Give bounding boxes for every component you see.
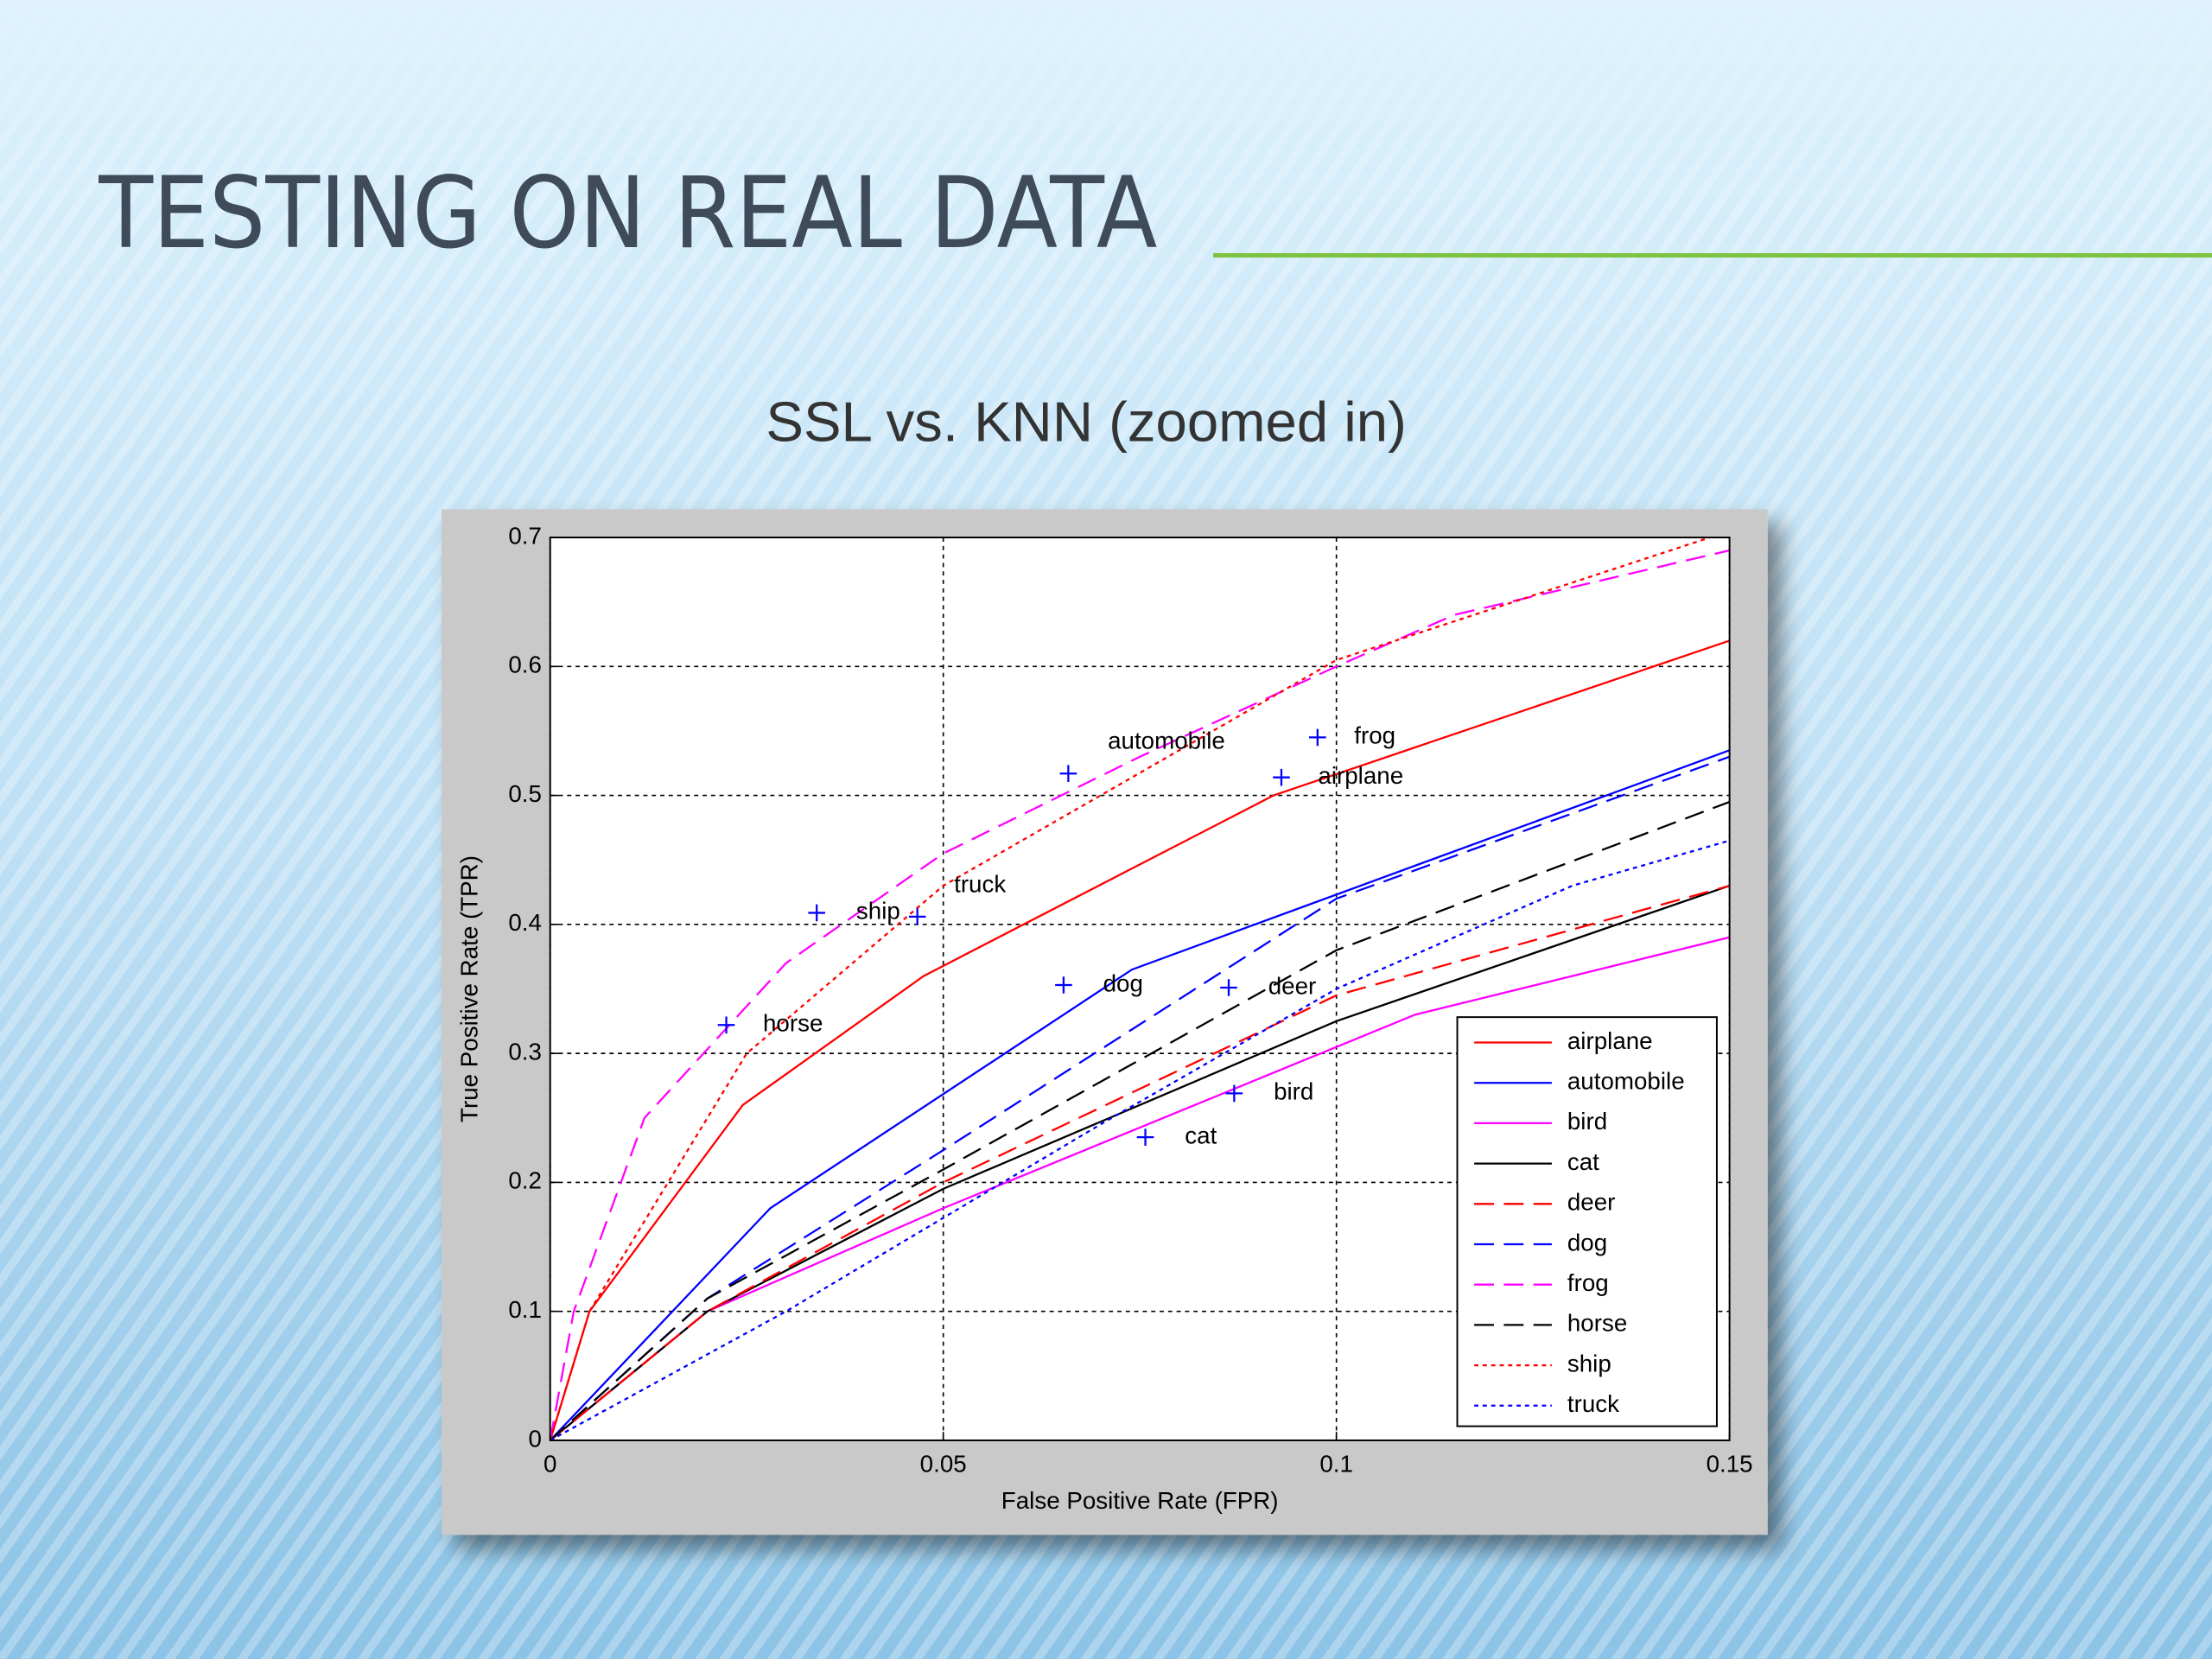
knn-point xyxy=(1055,976,1072,994)
knn-point-label: horse xyxy=(763,1010,823,1037)
points: automobile frog airplane truck ship horse dog d… xyxy=(717,722,1403,1148)
y-tick-label: 0.6 xyxy=(508,652,542,678)
y-tick-label: 0.3 xyxy=(508,1038,542,1065)
series-line xyxy=(550,749,1730,1440)
series-line xyxy=(550,549,1730,1440)
series-line xyxy=(550,800,1730,1440)
legend-label: frog xyxy=(1567,1269,1609,1296)
knn-point xyxy=(1309,728,1326,747)
legend-label: ship xyxy=(1567,1350,1611,1376)
y-axis-label: True Positive Rate (TPR) xyxy=(456,855,483,1122)
knn-point-label: cat xyxy=(1185,1122,1217,1148)
knn-point-label: deer xyxy=(1268,972,1317,999)
y-tick-label: 0.4 xyxy=(508,909,542,936)
knn-point-label: truck xyxy=(954,870,1006,897)
knn-point xyxy=(1273,768,1290,786)
series-line xyxy=(550,537,1713,1440)
x-tick-label: 0.15 xyxy=(1707,1451,1753,1478)
x-axis-label: False Positive Rate (FPR) xyxy=(1001,1487,1279,1514)
knn-point xyxy=(1225,1084,1243,1103)
x-tick-label: 0.05 xyxy=(920,1451,967,1478)
knn-point-label: dog xyxy=(1103,969,1143,996)
legend-label: cat xyxy=(1567,1148,1599,1175)
chart-title: SSL vs. KNN (zoomed in) xyxy=(766,390,1406,453)
legend-label: horse xyxy=(1567,1310,1627,1337)
y-tick-label: 0.2 xyxy=(508,1167,542,1194)
knn-point-label: bird xyxy=(1274,1078,1313,1105)
knn-point xyxy=(808,904,825,922)
knn-point xyxy=(908,908,926,925)
series-line xyxy=(550,884,1730,1440)
knn-point xyxy=(1136,1128,1154,1146)
series-line xyxy=(550,839,1730,1440)
slide-title: TESTING ON REAL DATA xyxy=(98,156,1157,270)
lines xyxy=(550,537,1730,1440)
knn-point xyxy=(1059,765,1077,783)
legend-box xyxy=(1456,1016,1718,1427)
knn-point-label: airplane xyxy=(1318,762,1403,789)
y-tick-label: 0.5 xyxy=(508,780,542,807)
legend-label: automobile xyxy=(1567,1068,1685,1095)
y-tick-label: 0.7 xyxy=(508,522,542,549)
legend-label: airplane xyxy=(1567,1027,1653,1054)
knn-point-label: frog xyxy=(1354,722,1395,749)
legend-label: dog xyxy=(1567,1229,1607,1255)
axes: 0 0.05 0.1 0.15 0 0.1 0.2 0.3 0.4 0.5 0.6 0.7 False … xyxy=(456,522,1753,1514)
plot-frame xyxy=(549,537,1731,1441)
legend-label: truck xyxy=(1567,1390,1619,1417)
knn-point-label: ship xyxy=(856,898,900,925)
legend-label: deer xyxy=(1567,1189,1616,1216)
y-tick-label: 0 xyxy=(529,1425,542,1452)
knn-point-label: automobile xyxy=(1108,728,1225,754)
x-tick-label: 0 xyxy=(543,1451,556,1478)
x-tick-label: 0.1 xyxy=(1319,1451,1353,1478)
series-line xyxy=(550,755,1730,1440)
legend: airplane automobile bird cat deer dog frog hors… xyxy=(1456,1016,1718,1427)
knn-point xyxy=(1220,979,1237,996)
y-tick-label: 0.1 xyxy=(508,1296,542,1323)
legend-label: bird xyxy=(1567,1108,1607,1135)
knn-point xyxy=(717,1016,735,1034)
